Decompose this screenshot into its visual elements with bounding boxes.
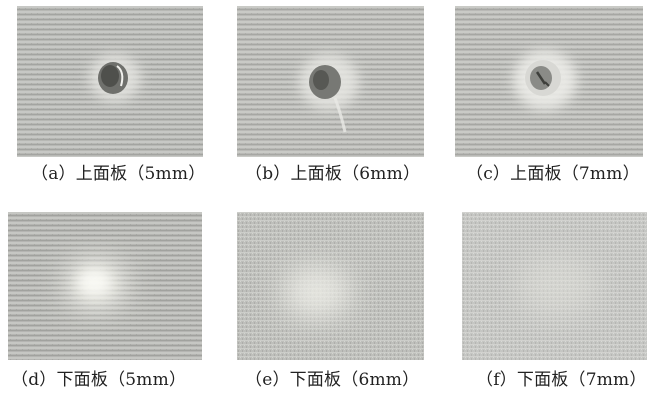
caption-e: （e）下面板（6mm） (245, 370, 420, 390)
caption-f: （f）下面板（7mm） (476, 370, 647, 390)
caption-c: （c）上面板（7mm） (466, 164, 640, 184)
caption-d: （d）下面板（5mm） (11, 370, 187, 390)
caption-b: （b）上面板（6mm） (245, 164, 421, 184)
photo-bottom-panel-5mm (8, 212, 202, 360)
photo-top-panel-5mm (17, 6, 203, 157)
photo-top-panel-7mm (455, 6, 643, 157)
photo-bottom-panel-6mm (237, 212, 424, 360)
photo-bottom-panel-7mm (462, 212, 647, 360)
photo-top-panel-6mm (237, 6, 424, 157)
caption-a: （a）上面板（5mm） (31, 164, 206, 184)
